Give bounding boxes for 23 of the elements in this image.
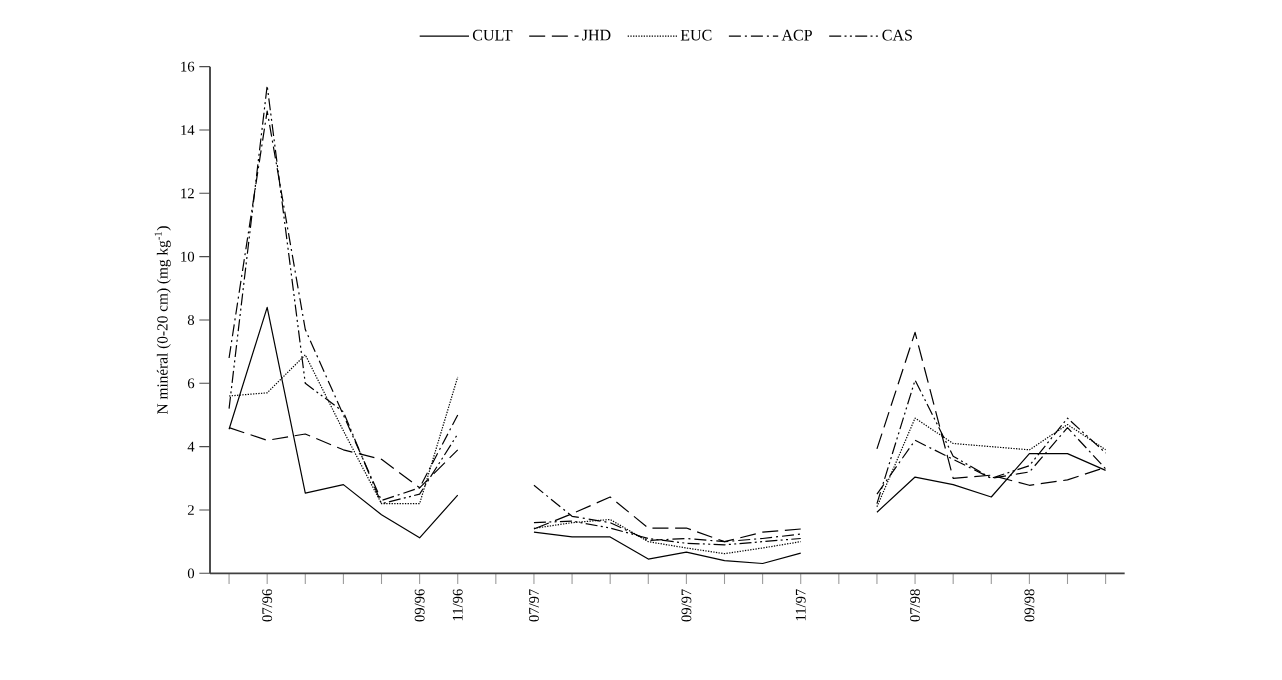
- y-tick-label: 16: [181, 61, 195, 72]
- y-tick-label: 4: [187, 441, 195, 452]
- legend-label: CAS: [882, 29, 912, 41]
- legend-label: JHD: [582, 29, 611, 41]
- y-tick-label: 8: [187, 315, 195, 325]
- x-tick-label: 09/96: [414, 589, 425, 622]
- x-tick-label: 07/97: [529, 589, 539, 622]
- x-tick-label: 09/97: [681, 589, 692, 622]
- legend-label: EUC: [680, 29, 712, 41]
- x-tick-label: 11/96: [452, 589, 463, 621]
- legend-label: CULT: [472, 29, 513, 41]
- x-tick-label: 07/98: [910, 589, 921, 622]
- y-tick-label: 12: [181, 188, 194, 199]
- x-tick-label: 09/98: [1024, 589, 1035, 622]
- y-tick-label: 6: [187, 378, 195, 389]
- x-tick-label: 11/97: [795, 589, 806, 621]
- y-tick-label: 10: [181, 251, 195, 262]
- y-tick-label: 0: [187, 568, 195, 579]
- y-tick-label: 2: [187, 505, 194, 515]
- x-tick-label: 07/96: [262, 589, 273, 622]
- y-axis-title: N minéral (0-20 cm) (mg kg$^{-1}$): [154, 226, 171, 414]
- legend-label: ACP: [781, 29, 812, 41]
- y-tick-label: 14: [181, 125, 195, 135]
